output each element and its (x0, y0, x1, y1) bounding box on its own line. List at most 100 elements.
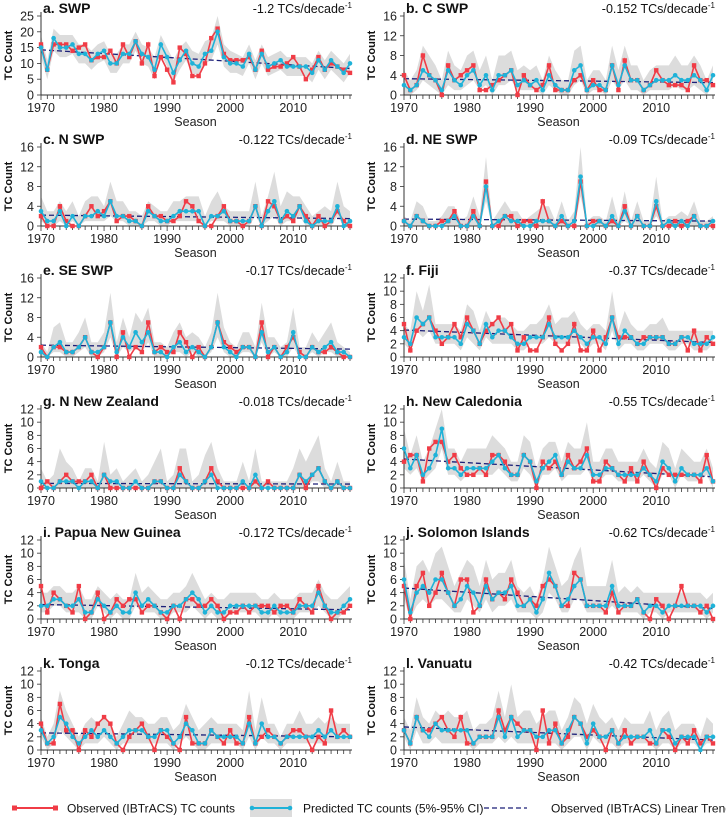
predicted-point (284, 208, 290, 214)
predicted-point (183, 479, 189, 484)
x-tick-label: 2010 (642, 101, 670, 115)
predicted-point (139, 485, 145, 491)
predicted-point (297, 64, 302, 69)
predicted-point (89, 349, 94, 355)
y-tick-label: 8 (27, 691, 34, 705)
x-tick-label: 1990 (516, 494, 544, 508)
observed-point (496, 223, 501, 229)
x-axis-label: Season (537, 246, 579, 260)
observed-point (540, 459, 545, 464)
observed-point (414, 328, 419, 333)
predicted-point (51, 35, 56, 41)
observed-point (691, 63, 697, 68)
panel-title: e. SE SWP (43, 262, 113, 278)
x-tick-label: 1990 (153, 101, 181, 115)
observed-point (316, 734, 321, 740)
x-tick-label: 2000 (216, 232, 244, 246)
x-tick-label: 1990 (153, 756, 181, 770)
observed-point (452, 321, 457, 327)
predicted-point (177, 208, 183, 214)
predicted-point (622, 472, 628, 478)
trend-unit-superscript: -1 (345, 263, 353, 272)
predicted-point (177, 603, 183, 609)
ci-band (41, 435, 350, 488)
predicted-point (126, 485, 132, 491)
predicted-point (647, 727, 653, 733)
observed-point (127, 597, 132, 602)
observed-point (240, 223, 245, 229)
predicted-point (609, 465, 615, 471)
predicted-point (133, 330, 138, 335)
observed-point (341, 67, 346, 72)
y-tick-label: 5 (27, 73, 34, 87)
observed-point (654, 204, 659, 209)
predicted-point (63, 45, 69, 50)
predicted-point (70, 734, 75, 740)
predicted-point (335, 479, 340, 484)
predicted-point (63, 479, 69, 484)
predicted-point (265, 734, 271, 740)
observed-point (704, 77, 709, 83)
predicted-point (578, 721, 583, 726)
predicted-point (341, 223, 346, 229)
predicted-point (234, 61, 239, 66)
predicted-point (660, 77, 665, 83)
observed-point (584, 734, 590, 740)
predicted-point (565, 223, 571, 229)
y-tick-label: 12 (383, 29, 397, 43)
predicted-point (439, 87, 445, 93)
observed-point (202, 603, 208, 609)
predicted-point (253, 741, 258, 746)
predicted-point (51, 218, 56, 224)
observed-point (464, 68, 470, 73)
x-tick-label: 2010 (642, 232, 670, 246)
observed-point (209, 466, 214, 471)
predicted-point (477, 82, 482, 88)
observed-point (710, 223, 716, 229)
observed-point (265, 199, 271, 204)
predicted-point (322, 67, 328, 73)
predicted-point (628, 223, 634, 229)
observed-point (477, 87, 482, 93)
predicted-point (540, 596, 546, 602)
predicted-point (202, 741, 208, 746)
predicted-point (597, 472, 602, 478)
predicted-point (202, 354, 208, 360)
x-tick-label: 1980 (90, 756, 118, 770)
predicted-point (76, 344, 82, 350)
observed-point (464, 577, 470, 582)
predicted-point (660, 459, 665, 464)
observed-point (341, 218, 346, 224)
predicted-point (502, 465, 508, 471)
observed-point (546, 466, 552, 471)
predicted-point (328, 57, 334, 63)
y-axis-label: TC Count (3, 685, 15, 735)
predicted-point (571, 328, 577, 333)
y-tick-label: 12 (20, 160, 34, 174)
y-tick-label: 8 (390, 180, 397, 194)
predicted-point (496, 72, 501, 78)
observed-point (158, 344, 164, 350)
observed-point (483, 328, 489, 333)
predicted-point (328, 218, 334, 224)
predicted-point (584, 341, 590, 347)
y-tick-label: 2 (27, 730, 34, 744)
observed-point (284, 213, 290, 219)
observed-point (698, 479, 703, 484)
observed-line (403, 441, 714, 491)
x-tick-label: 1970 (390, 625, 418, 639)
observed-point (534, 485, 539, 491)
predicted-point (666, 218, 672, 224)
y-tick-label: 0 (390, 220, 397, 234)
panel-d: 0 4 8 12 16 1970 1980 1990 2000 2010 Season TC Coun… (366, 131, 716, 260)
predicted-point (464, 72, 470, 78)
observed-point (76, 45, 82, 50)
predicted-point (660, 610, 665, 615)
predicted-point (45, 603, 50, 609)
predicted-point (215, 610, 220, 615)
observed-point (534, 223, 539, 229)
predicted-point (316, 218, 321, 224)
observed-point (647, 616, 653, 622)
x-tick-label: 1990 (516, 101, 544, 115)
